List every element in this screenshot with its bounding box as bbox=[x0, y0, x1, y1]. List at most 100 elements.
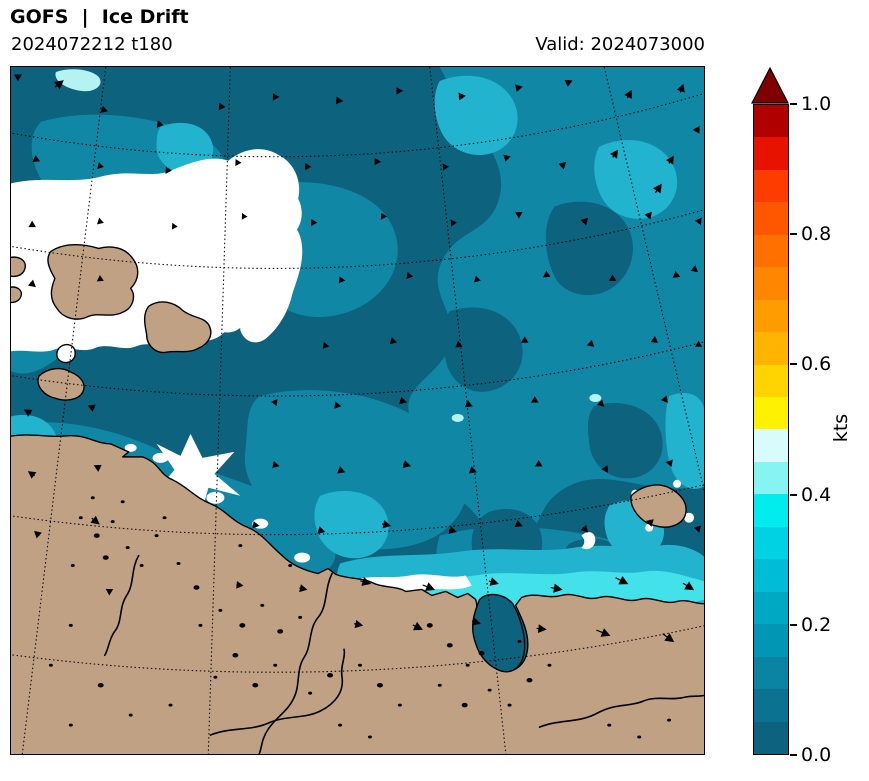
drift-arrow bbox=[693, 525, 702, 533]
lake bbox=[526, 677, 533, 683]
colorbar-over-arrow bbox=[751, 66, 789, 104]
drift-arrow bbox=[534, 459, 543, 467]
drift-arrow bbox=[105, 588, 114, 596]
drift-arrow bbox=[580, 217, 589, 226]
island-3 bbox=[37, 367, 85, 401]
lake bbox=[667, 718, 672, 722]
lake bbox=[260, 603, 265, 607]
drift-arrow bbox=[34, 530, 42, 539]
island-white bbox=[56, 343, 76, 364]
lake bbox=[218, 608, 223, 612]
drift-arrow bbox=[271, 399, 278, 407]
drift-arrow-layer bbox=[14, 74, 703, 643]
tick-label: 0.8 bbox=[801, 223, 832, 246]
drift-arrow bbox=[464, 400, 473, 408]
drift-arrow bbox=[596, 399, 605, 407]
colorbar-segment bbox=[754, 559, 788, 592]
drift-arrow bbox=[28, 220, 36, 228]
drift-arrow bbox=[531, 396, 539, 403]
drift-arrow bbox=[96, 275, 104, 282]
tick-label: 0.2 bbox=[801, 613, 832, 636]
drift-arrow bbox=[596, 628, 611, 637]
drift-arrow bbox=[624, 89, 632, 99]
drift-arrow bbox=[354, 619, 364, 629]
drift-arrow bbox=[695, 340, 703, 347]
meridian-line bbox=[21, 67, 107, 754]
lake bbox=[102, 555, 109, 560]
colorbar-segment bbox=[754, 169, 788, 203]
drift-arrow bbox=[550, 583, 563, 593]
lake bbox=[517, 639, 522, 643]
drift-arrow bbox=[521, 336, 529, 343]
lake bbox=[48, 663, 53, 667]
meridian-line bbox=[429, 67, 507, 754]
lake bbox=[193, 585, 200, 590]
colorbar-segment bbox=[754, 267, 788, 300]
drift-arrow bbox=[682, 581, 695, 591]
drift-arrow bbox=[90, 515, 100, 525]
colorbar-segment bbox=[754, 624, 788, 657]
lake bbox=[327, 672, 334, 678]
model-run-label: 2024072212 t180 bbox=[11, 34, 173, 55]
valid-time-label: Valid: 2024073000 bbox=[535, 34, 705, 55]
drift-arrow bbox=[399, 396, 408, 405]
drift-arrow bbox=[272, 460, 280, 469]
lake bbox=[338, 723, 343, 727]
drift-arrow bbox=[97, 162, 104, 169]
lake bbox=[68, 623, 73, 627]
drift-arrow bbox=[503, 154, 511, 162]
lake bbox=[607, 723, 612, 727]
gulf bbox=[472, 593, 526, 673]
drift-arrow bbox=[322, 341, 330, 349]
drift-arrow bbox=[299, 584, 308, 593]
drift-arrow bbox=[317, 526, 326, 534]
lake bbox=[437, 683, 442, 687]
drift-arrow bbox=[514, 519, 523, 528]
drift-arrow bbox=[156, 120, 164, 128]
lake bbox=[298, 615, 303, 619]
lake bbox=[168, 703, 173, 707]
colorbar-segment bbox=[754, 721, 788, 754]
lake bbox=[446, 643, 453, 648]
lake bbox=[637, 735, 642, 739]
drift-arrow bbox=[615, 576, 629, 585]
colorbar-segment bbox=[754, 397, 788, 430]
lake bbox=[93, 533, 100, 538]
drift-arrow bbox=[87, 404, 96, 412]
lake bbox=[120, 500, 125, 504]
drift-arrow bbox=[515, 84, 523, 92]
colorbar-segment bbox=[754, 104, 788, 138]
drift-arrow bbox=[165, 166, 172, 174]
lake bbox=[487, 688, 492, 692]
colorbar-segment bbox=[754, 526, 788, 560]
lake-layer bbox=[48, 496, 672, 739]
drift-arrow bbox=[608, 274, 617, 281]
drift-arrow bbox=[218, 102, 226, 111]
drift-arrow bbox=[609, 149, 618, 159]
drift-arrow bbox=[644, 211, 652, 220]
tick-mark bbox=[790, 493, 797, 496]
lake bbox=[128, 713, 133, 717]
lake bbox=[239, 623, 246, 628]
lake bbox=[507, 703, 512, 707]
lake bbox=[125, 546, 130, 550]
drift-arrow bbox=[336, 96, 344, 105]
drift-arrow bbox=[676, 83, 685, 93]
island-east bbox=[630, 484, 687, 528]
lake bbox=[252, 682, 259, 688]
meridian-line bbox=[207, 67, 231, 754]
drift-arrow bbox=[515, 211, 523, 219]
tick-mark bbox=[790, 623, 797, 626]
drift-arrow bbox=[601, 465, 608, 473]
drift-arrow bbox=[543, 270, 551, 278]
drift-arrow bbox=[558, 161, 567, 170]
lake bbox=[176, 562, 181, 566]
drift-arrow bbox=[402, 460, 412, 469]
lake bbox=[97, 682, 104, 688]
drift-arrow bbox=[23, 409, 33, 417]
drift-arrow bbox=[450, 219, 457, 227]
drift-arrow bbox=[337, 466, 346, 474]
river-layer bbox=[103, 554, 704, 754]
drift-arrow bbox=[586, 339, 595, 347]
drift-arrow bbox=[54, 80, 64, 90]
